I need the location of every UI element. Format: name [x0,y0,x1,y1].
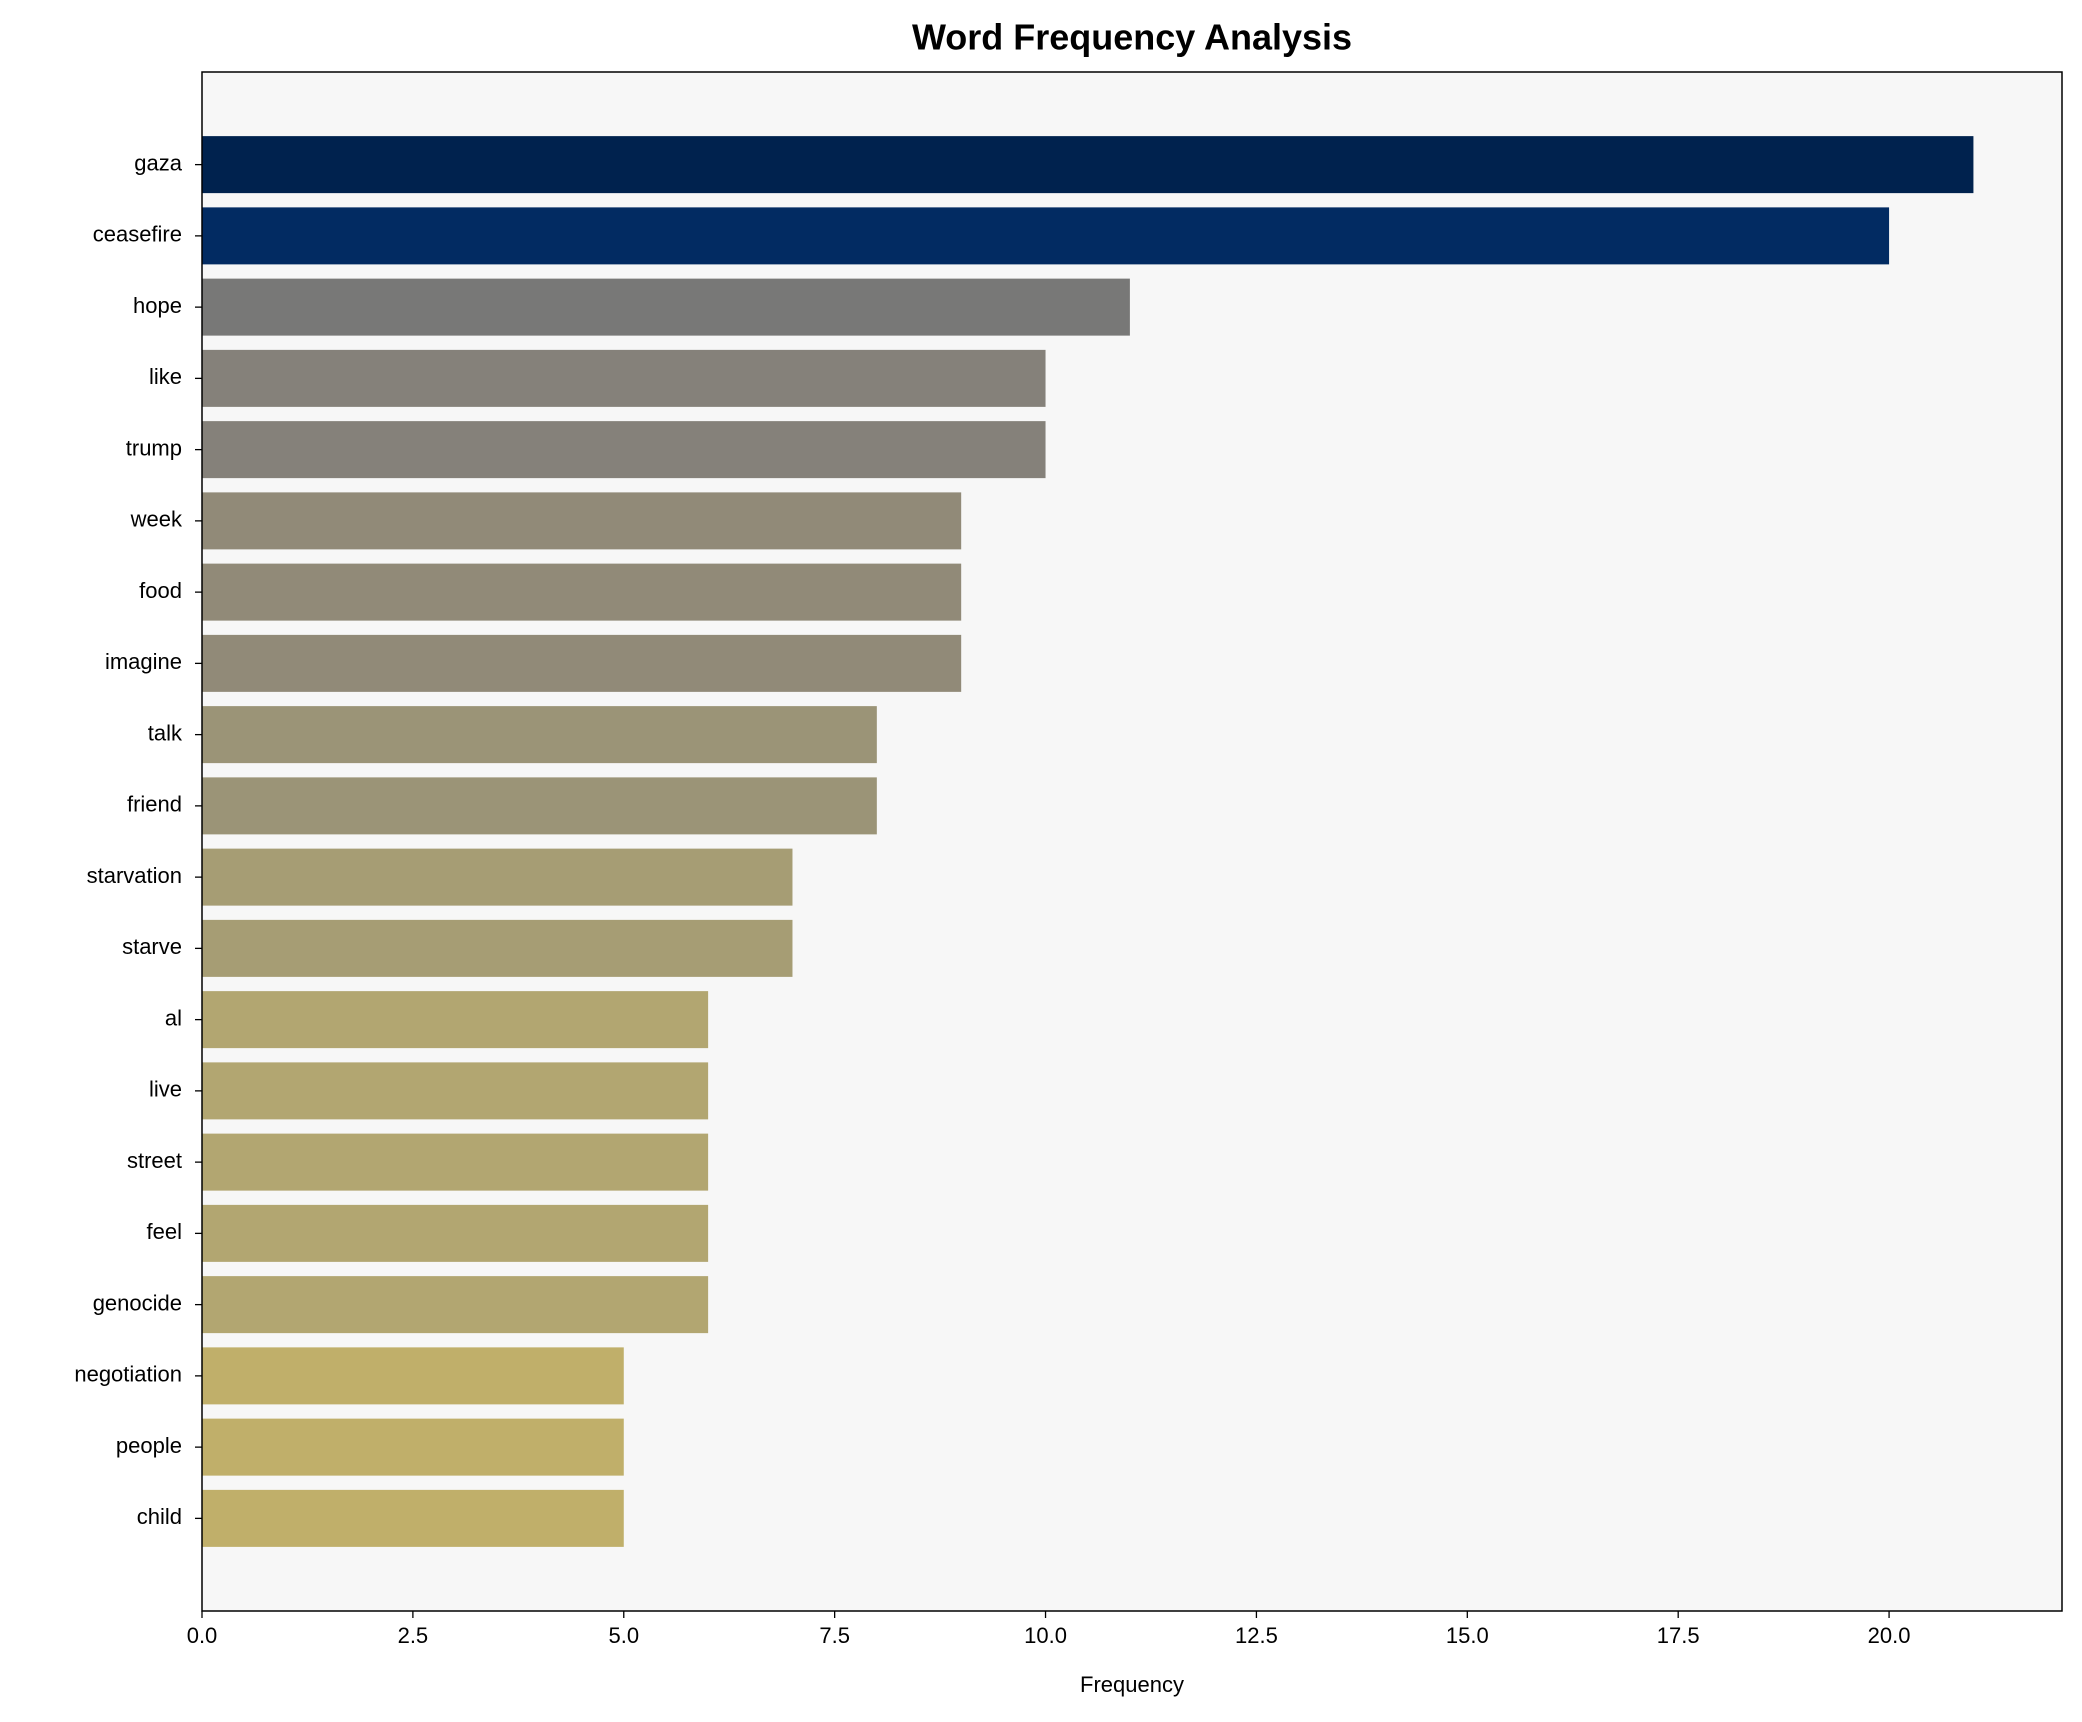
y-tick-label: friend [127,792,182,817]
bar [202,136,1974,194]
y-tick-label: street [127,1148,182,1173]
bar [202,777,877,835]
x-axis-label: Frequency [1080,1672,1184,1697]
y-tick-label: live [149,1077,182,1102]
x-tick-label: 5.0 [608,1623,639,1648]
bar [202,991,709,1049]
x-tick-label: 0.0 [187,1623,218,1648]
bar [202,634,962,692]
x-tick-label: 20.0 [1868,1623,1911,1648]
y-tick-label: trump [126,435,182,460]
y-tick-label: feel [147,1219,182,1244]
x-tick-label: 7.5 [819,1623,850,1648]
bar [202,1276,709,1334]
y-tick-label: gaza [134,150,182,175]
bar [202,1418,624,1476]
y-tick-label: al [165,1005,182,1030]
y-tick-label: hope [133,293,182,318]
y-tick-label: like [149,364,182,389]
bar [202,278,1130,336]
x-tick-label: 17.5 [1657,1623,1700,1648]
y-tick-label: people [116,1433,182,1458]
y-tick-label: week [130,507,183,532]
bar [202,349,1046,407]
bar [202,1204,709,1262]
plot-frame [201,71,2063,1612]
y-tick-label: talk [148,720,183,745]
bar [202,1489,624,1547]
bar [202,919,793,977]
x-tick-label: 15.0 [1446,1623,1489,1648]
y-tick-label: imagine [105,649,182,674]
bar [202,563,962,621]
y-tick-label: genocide [93,1290,182,1315]
x-tick-label: 12.5 [1235,1623,1278,1648]
x-tick-label: 10.0 [1024,1623,1067,1648]
y-tick-label: starvation [87,863,182,888]
chart-title: Word Frequency Analysis [912,17,1352,58]
bar [202,848,793,906]
y-tick-label: negotiation [74,1362,182,1387]
y-tick-label: starve [122,934,182,959]
bar [202,1133,709,1191]
bar [202,492,962,550]
bar [202,1062,709,1120]
y-tick-label: ceasefire [93,222,182,247]
bar [202,706,877,764]
x-tick-label: 2.5 [398,1623,429,1648]
y-tick-label: child [137,1504,182,1529]
bar [202,207,1890,265]
y-tick-label: food [139,578,182,603]
bar [202,421,1046,479]
bar [202,1347,624,1405]
